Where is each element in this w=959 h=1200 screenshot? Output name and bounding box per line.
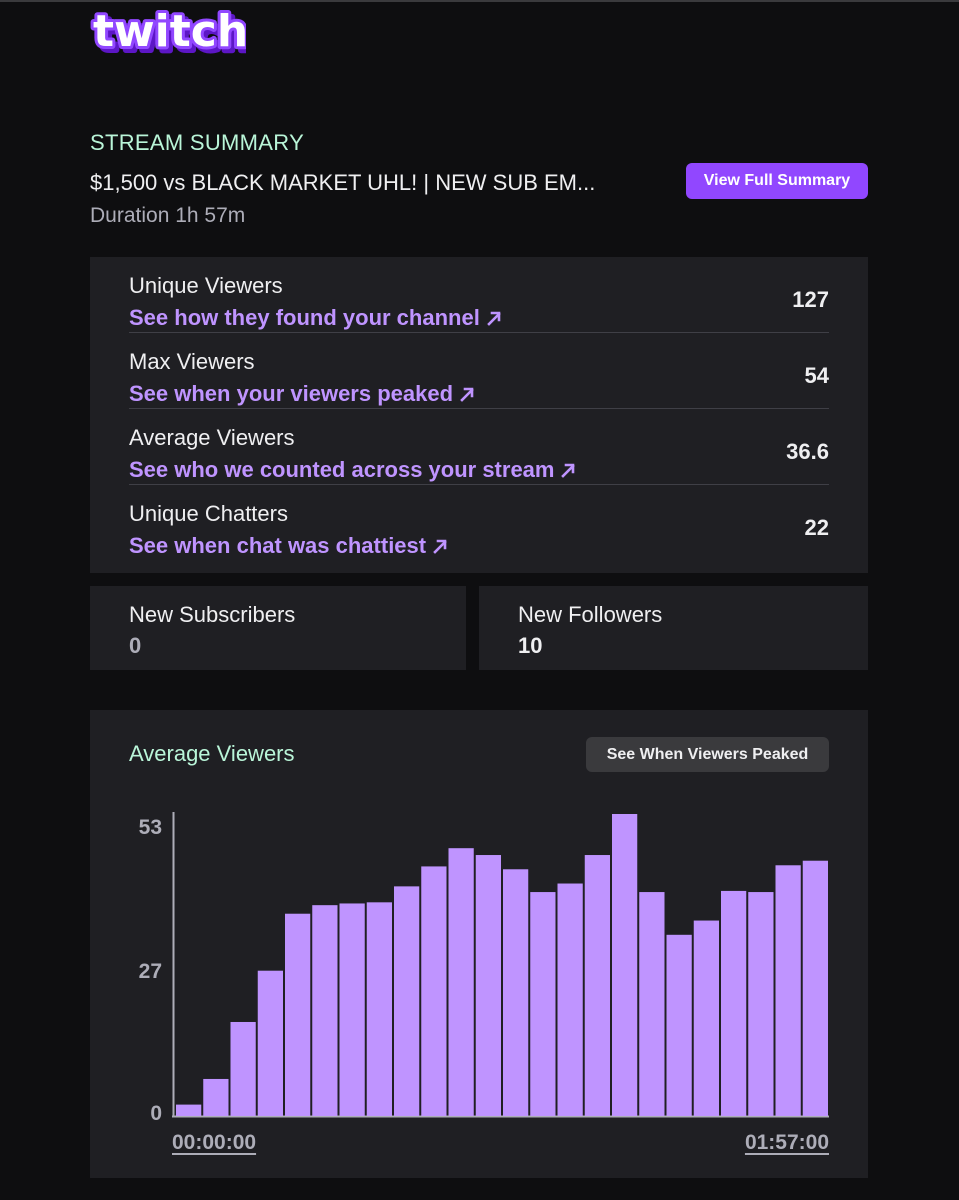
chart-bar[interactable] [721,890,747,1116]
stat-link-text: See who we counted across your stream [129,457,555,482]
chart-bar[interactable] [448,848,474,1116]
x-start-label[interactable]: 00:00:00 [172,1131,257,1154]
stats-card: Unique Viewers See how they found your c… [90,257,868,573]
stream-title: $1,500 vs BLACK MARKET UHL! | NEW SUB EM… [90,170,596,195]
chart-bar[interactable] [666,934,692,1116]
stat-value: 54 [804,363,829,388]
view-full-summary-button[interactable]: View Full Summary [686,163,868,199]
chart-bar[interactable] [285,913,311,1116]
stat-link-text: See how they found your channel [129,305,480,330]
see-when-viewers-peaked-button[interactable]: See When Viewers Peaked [586,737,829,772]
chart-bar[interactable] [230,1021,256,1116]
stat-value: 36.6 [786,439,829,464]
stream-summary-heading: STREAM SUMMARY [90,130,305,155]
chart-title: Average Viewers [129,741,295,766]
new-followers-value: 10 [518,633,543,658]
arrow-up-right-icon [561,463,576,478]
stat-value: 22 [804,515,829,540]
chart-bar[interactable] [257,970,283,1116]
stat-link-text: See when chat was chattiest [129,533,427,558]
viewers-peaked-link[interactable]: See when your viewers peaked [129,381,475,407]
bar-group [176,814,828,1116]
arrow-up-right-icon [433,539,447,554]
new-followers-card: New Followers 10 [479,586,868,670]
y-tick-label-mid: 27 [138,960,162,983]
chart-bar[interactable] [366,902,392,1116]
found-your-channel-link[interactable]: See how they found your channel [129,305,502,331]
chart-bar[interactable] [775,865,801,1116]
stat-label: Unique Chatters [129,501,288,526]
stat-label: Max Viewers [129,349,255,374]
new-subscribers-card: New Subscribers 0 [90,586,466,670]
chart-bar[interactable] [748,892,774,1116]
top-divider [0,0,959,2]
x-end-label[interactable]: 01:57:00 [744,1131,829,1154]
stat-value: 127 [792,287,829,312]
stream-duration: Duration 1h 57m [90,204,246,227]
stat-row-max-viewers: Max Viewers See when your viewers peaked… [129,333,829,409]
svg-text:twitch: twitch [93,6,246,57]
chart-bar[interactable] [203,1078,229,1116]
stat-row-unique-chatters: Unique Chatters See when chat was chatti… [129,485,829,561]
stat-label: Unique Viewers [129,273,283,298]
chart-bar[interactable] [557,883,583,1116]
new-subscribers-value: 0 [129,633,142,658]
chart-bar[interactable] [639,892,665,1116]
chart-bar[interactable] [339,903,365,1116]
new-subscribers-label: New Subscribers [129,602,296,627]
chart-bar[interactable] [394,886,420,1116]
chart-bar[interactable] [693,920,719,1116]
stat-link-text: See when your viewers peaked [129,381,454,406]
svg-text:twitch: twitch [97,10,246,58]
chart-bar[interactable] [312,905,338,1116]
stat-label: Average Viewers [129,425,295,450]
arrow-up-right-icon [486,311,501,326]
chat-chattiest-link[interactable]: See when chat was chattiest [129,533,448,559]
chart-bar[interactable] [475,855,501,1116]
y-tick-label-max: 53 [138,816,162,839]
chart-bar[interactable] [176,1104,202,1116]
average-viewers-chart-card: Average Viewers See When Viewers Peaked … [90,710,868,1178]
chart-bar[interactable] [584,855,610,1116]
chart-bar[interactable] [421,866,447,1116]
stat-row-unique-viewers: Unique Viewers See how they found your c… [129,257,829,333]
chart-bar[interactable] [612,814,638,1116]
arrow-up-right-icon [460,387,474,402]
stat-row-average-viewers: Average Viewers See who we counted acros… [129,409,829,485]
bar-chart [172,812,829,1118]
twitch-logo: twitch twitch [90,4,246,58]
counted-across-stream-link[interactable]: See who we counted across your stream [129,457,576,483]
new-followers-label: New Followers [518,602,663,627]
chart-bar[interactable] [503,869,529,1116]
chart-bar[interactable] [530,892,556,1116]
chart-bar[interactable] [802,860,828,1116]
y-tick-label-zero: 0 [150,1102,162,1125]
